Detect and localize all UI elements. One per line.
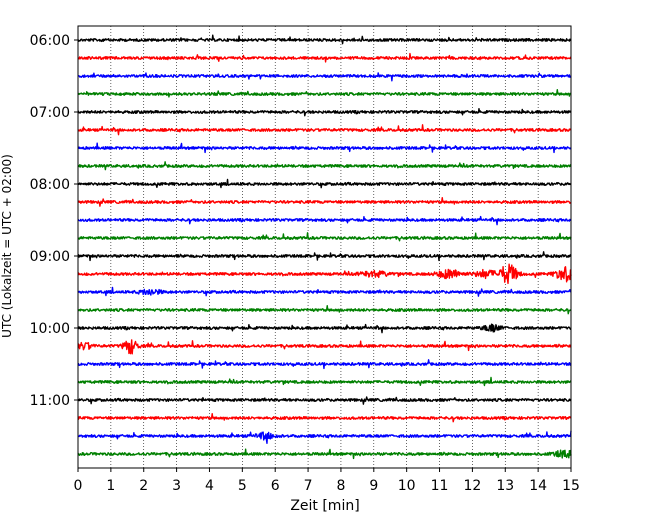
x-tick-label: 4 [205, 478, 214, 494]
y-axis-label: UTC (Lokalzeit = UTC + 02:00) [0, 154, 14, 338]
x-tick-label: 0 [74, 478, 83, 494]
x-tick-label: 13 [496, 478, 514, 494]
y-tick-label: 10:00 [30, 321, 70, 337]
trace-line [77, 323, 572, 334]
trace-line [77, 161, 572, 171]
trace-line [77, 413, 572, 423]
plot-frame [77, 25, 572, 469]
x-tick-label: 3 [172, 478, 181, 494]
trace-layer [77, 34, 572, 460]
x-tick-label: 2 [139, 478, 148, 494]
x-tick-label: 6 [271, 478, 280, 494]
x-tick-label: 10 [398, 478, 416, 494]
y-tick-label: 11:00 [30, 393, 70, 409]
x-tick-label: 9 [369, 478, 378, 494]
trace-line [77, 359, 572, 370]
trace-line [77, 339, 572, 355]
x-axis-label: Zeit [min] [290, 498, 359, 514]
trace-line [77, 178, 572, 189]
trace-line [77, 89, 572, 98]
trace-line [77, 448, 572, 460]
trace-line [77, 430, 572, 444]
trace-line [77, 263, 572, 285]
trace-line [77, 232, 572, 242]
trace-line [77, 286, 572, 297]
x-tick-label: 14 [529, 478, 547, 494]
trace-line [77, 251, 572, 262]
trace-line [77, 197, 572, 207]
y-axis: 06:00 07:00 08:00 09:00 10:00 11:00 [30, 33, 78, 409]
trace-line [77, 108, 572, 117]
y-tick-label: 08:00 [30, 177, 70, 193]
y-tick-label: 07:00 [30, 105, 70, 121]
trace-line [77, 142, 572, 154]
x-axis: 0 1 2 3 4 5 6 7 8 9 10 11 12 13 14 15 [74, 468, 580, 494]
x-tick-label: 1 [106, 478, 115, 494]
trace-line [77, 34, 572, 45]
trace-line [77, 124, 572, 136]
x-tick-label: 15 [562, 478, 580, 494]
trace-line [77, 215, 572, 226]
y-tick-label: 06:00 [30, 33, 70, 49]
x-tick-label: 8 [336, 478, 345, 494]
trace-line [77, 72, 572, 82]
trace-line [77, 305, 572, 315]
y-tick-label: 09:00 [30, 249, 70, 265]
x-tick-label: 11 [431, 478, 449, 494]
trace-line [77, 396, 572, 405]
x-tick-label: 5 [238, 478, 247, 494]
trace-line [77, 376, 572, 387]
x-tick-label: 7 [304, 478, 313, 494]
trace-line [77, 52, 572, 63]
x-tick-label: 12 [463, 478, 481, 494]
